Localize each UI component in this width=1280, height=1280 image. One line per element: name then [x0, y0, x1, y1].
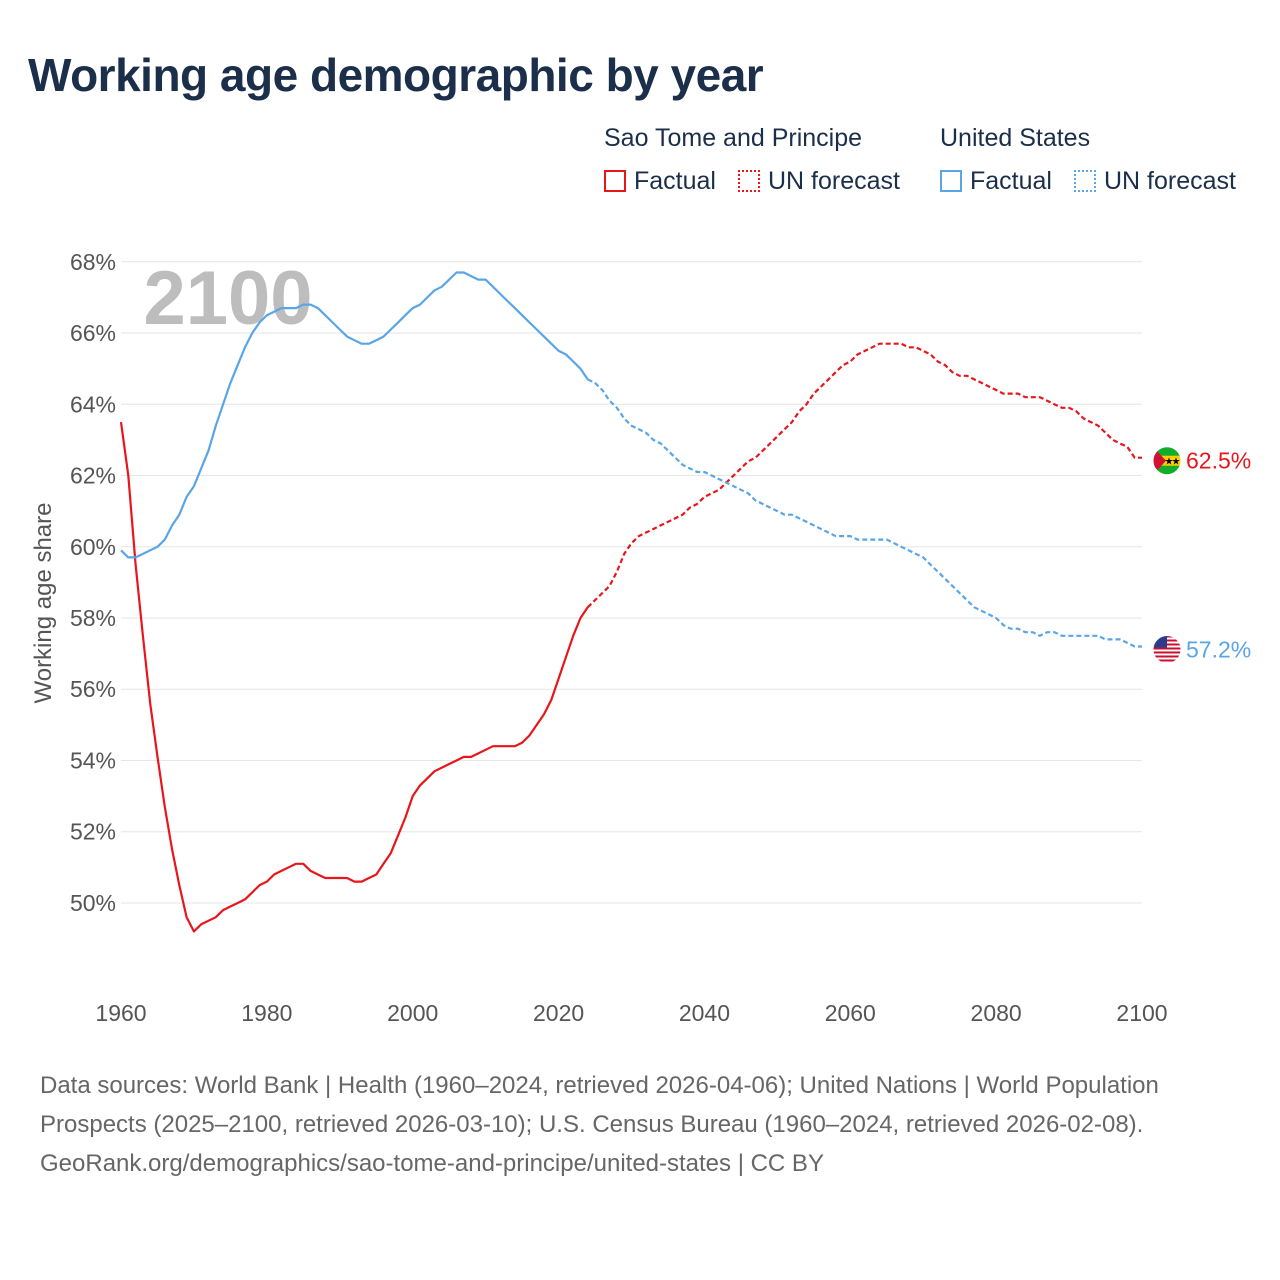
legend-label-stp-forecast: UN forecast: [768, 166, 900, 195]
svg-text:★: ★: [1165, 457, 1174, 468]
y-tick-label: 60%: [70, 534, 116, 560]
end-label-sao-tome-and-principe: 62.5%: [1186, 448, 1251, 474]
y-tick-label: 50%: [70, 890, 116, 916]
legend-swatch-us-factual: [940, 170, 962, 192]
legend-us-factual[interactable]: Factual: [940, 166, 1052, 196]
y-axis-ticks: 50% 52% 54% 56% 58% 60% 62% 64% 66% 68%: [70, 249, 116, 916]
svg-text:★: ★: [1172, 457, 1181, 468]
end-label-united-states: 57.2%: [1186, 636, 1251, 662]
legend-us-forecast[interactable]: UN forecast: [1074, 166, 1236, 196]
footer: Data sources: World Bank | Health (1960–…: [40, 1066, 1240, 1183]
x-tick-label: 2020: [533, 1000, 584, 1026]
legend-swatch-stp-factual: [604, 170, 626, 192]
united-states-flag-icon: [1152, 634, 1182, 664]
grid-lines: [121, 261, 1142, 904]
series-line-factual-sao-tome-and-principe[interactable]: [119, 421, 589, 933]
legend-title-sao-tome: Sao Tome and Principe: [604, 124, 863, 152]
x-tick-label: 2080: [971, 1000, 1022, 1026]
x-tick-label: 2040: [679, 1000, 730, 1026]
x-tick-label: 2060: [825, 1000, 876, 1026]
source-link[interactable]: GeoRank.org/demographics/sao-tome-and-pr…: [40, 1150, 824, 1177]
x-tick-label: 2100: [1116, 1000, 1167, 1026]
y-tick-label: 62%: [70, 463, 116, 489]
series-line-factual-united-states[interactable]: [120, 271, 589, 559]
y-tick-label: 56%: [70, 676, 116, 702]
legend-label-us-factual: Factual: [970, 166, 1052, 195]
data-sources: Data sources: World Bank | Health (1960–…: [40, 1072, 1159, 1138]
legend-swatch-stp-forecast: [738, 170, 760, 192]
legend-label-us-forecast: UN forecast: [1104, 166, 1236, 195]
chart-title: Working age demographic by year: [28, 49, 764, 101]
year-watermark: 2100: [143, 256, 312, 341]
y-tick-label: 52%: [70, 819, 116, 845]
x-tick-label: 1980: [241, 1000, 292, 1026]
x-tick-label: 1960: [95, 1000, 146, 1026]
y-tick-label: 66%: [70, 320, 116, 346]
legend-stp-factual[interactable]: Factual: [604, 166, 716, 196]
series-endpoints: ★★ 62.5%57.2%: [1152, 446, 1251, 664]
y-tick-label: 54%: [70, 747, 116, 773]
series-line-forecast-sao-tome-and-principe[interactable]: [586, 342, 1142, 609]
x-axis-ticks: 1960 1980 2000 2020 2040 2060 2080 2100: [95, 1000, 1167, 1026]
y-tick-label: 68%: [70, 249, 116, 275]
x-tick-label: 2000: [387, 1000, 438, 1026]
legend-swatch-us-forecast: [1074, 170, 1096, 192]
series-lines: [119, 271, 1142, 933]
y-tick-label: 58%: [70, 605, 116, 631]
y-axis-label: Working age share: [30, 503, 57, 704]
sao-tome-and-principe-flag-icon: ★★: [1152, 446, 1182, 476]
legend-label-stp-factual: Factual: [634, 166, 716, 195]
legend-stp-forecast[interactable]: UN forecast: [738, 166, 900, 196]
legend-title-united-states: United States: [940, 124, 1091, 152]
y-tick-label: 64%: [70, 391, 116, 417]
series-line-forecast-united-states[interactable]: [587, 378, 1142, 648]
